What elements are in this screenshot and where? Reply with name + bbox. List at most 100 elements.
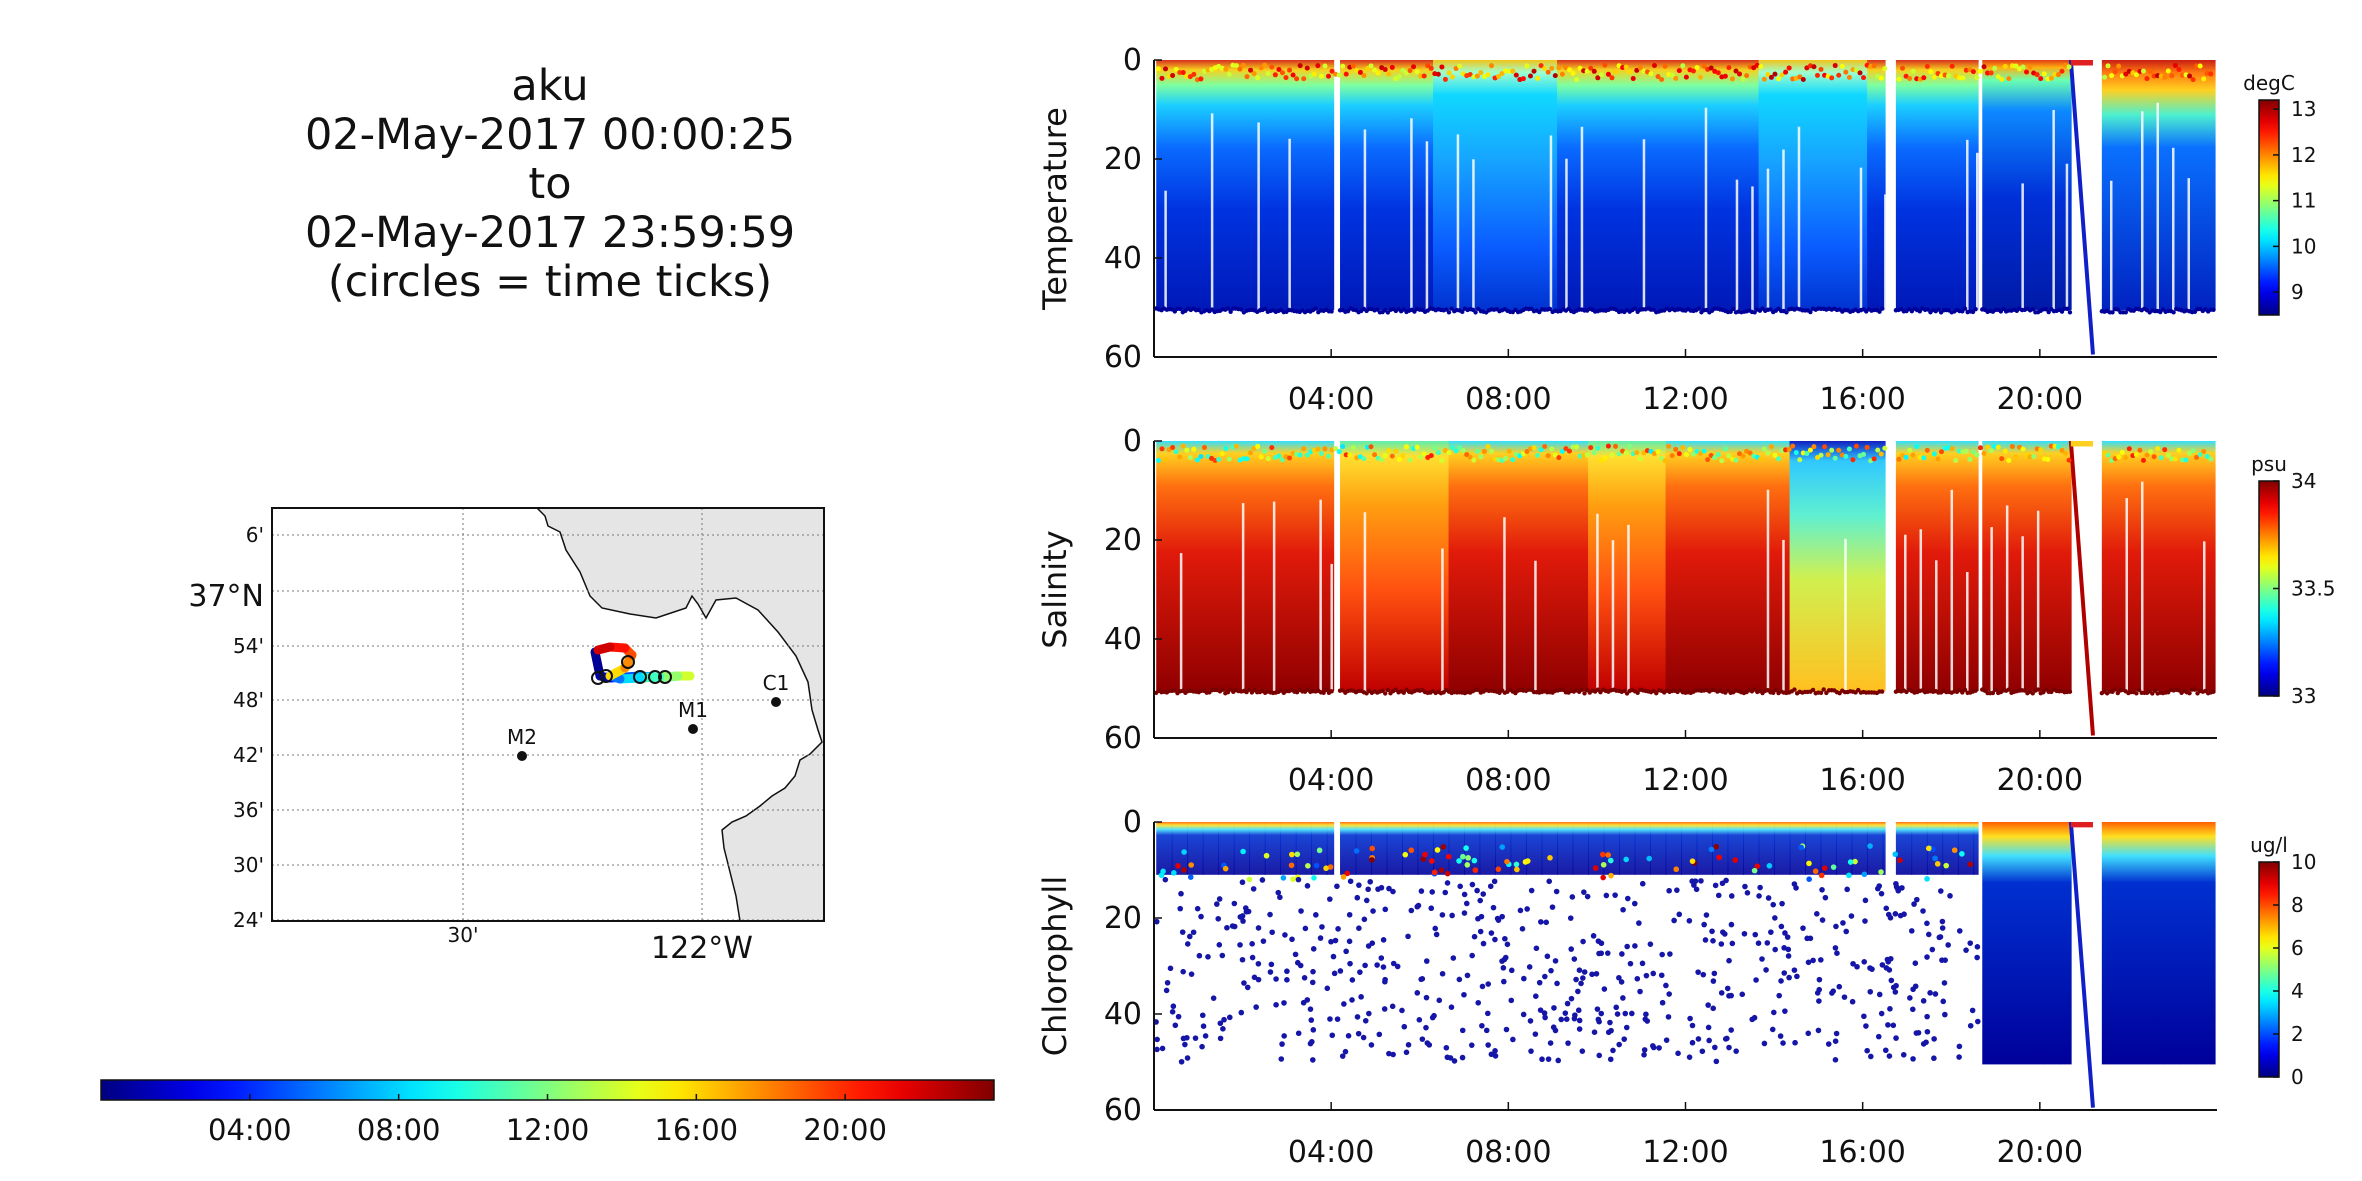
chl-point bbox=[1621, 1036, 1628, 1042]
chl-point bbox=[1184, 941, 1191, 947]
surface-point bbox=[1999, 76, 2005, 82]
chl-point bbox=[1893, 982, 1899, 989]
chl-point bbox=[1273, 976, 1279, 982]
chl-point bbox=[1532, 1031, 1539, 1037]
cast-gap bbox=[1363, 129, 1367, 340]
surface-point bbox=[1662, 63, 1668, 69]
surface-point bbox=[1882, 445, 1888, 451]
chl-point bbox=[1499, 913, 1505, 920]
surface-point bbox=[1627, 444, 1633, 450]
chl-point bbox=[1448, 1004, 1455, 1010]
chl-point bbox=[1216, 942, 1223, 948]
profile-column bbox=[1820, 441, 1837, 691]
surface-point bbox=[1163, 457, 1169, 463]
profile-bottom-point bbox=[2030, 307, 2035, 312]
surface-point bbox=[1733, 68, 1739, 74]
surface-point bbox=[1403, 444, 1409, 450]
chl-point bbox=[1674, 887, 1680, 893]
chl-point bbox=[1712, 882, 1719, 889]
surface-point bbox=[2006, 457, 2012, 463]
chl-point bbox=[1226, 1014, 1233, 1021]
chl-point bbox=[1436, 997, 1443, 1004]
chl-point bbox=[1887, 1006, 1893, 1012]
chl-point bbox=[1732, 857, 1739, 863]
profile-column bbox=[1836, 60, 1853, 310]
chl-point bbox=[1739, 991, 1746, 998]
cast-gap bbox=[2203, 541, 2206, 738]
cast-gap bbox=[1751, 186, 1754, 357]
profile-column bbox=[1264, 441, 1282, 691]
chl-point bbox=[1663, 982, 1669, 989]
profile-column bbox=[1326, 60, 1335, 310]
surface-point bbox=[1386, 448, 1392, 454]
chl-point bbox=[1301, 975, 1308, 981]
profile-column bbox=[2179, 60, 2196, 310]
chl-point bbox=[1764, 940, 1771, 946]
chl-point bbox=[1390, 1051, 1396, 1058]
profile-bottom-point bbox=[1385, 687, 1391, 693]
chl-point bbox=[1875, 885, 1881, 892]
surface-point bbox=[1864, 444, 1870, 450]
title-line-2: 02-May-2017 00:00:25 bbox=[304, 110, 796, 160]
surface-point bbox=[1524, 63, 1530, 69]
profile-bottom-point bbox=[2006, 687, 2012, 692]
chl-point bbox=[1249, 954, 1256, 961]
surface-point bbox=[1878, 451, 1884, 457]
chl-point bbox=[1238, 1009, 1245, 1016]
surface-point bbox=[1719, 458, 1725, 464]
surface-point bbox=[1634, 450, 1640, 456]
surface-point bbox=[1396, 73, 1402, 79]
chl-surface-column bbox=[1218, 822, 1235, 875]
temp-y-tick-label: 60 bbox=[1104, 340, 1142, 375]
surface-point bbox=[1836, 447, 1842, 453]
profile-column bbox=[1911, 60, 1928, 310]
chl-point bbox=[1897, 857, 1903, 864]
surface-point bbox=[1301, 446, 1307, 452]
chl-point bbox=[1956, 1054, 1962, 1060]
chl-point bbox=[1722, 1036, 1729, 1042]
chl-point bbox=[1394, 963, 1401, 970]
chl-point bbox=[1832, 1038, 1839, 1044]
profile-column bbox=[1997, 441, 2015, 691]
chl-point bbox=[1710, 1005, 1717, 1012]
surface-point bbox=[2002, 448, 2008, 454]
cast-gap bbox=[1735, 179, 1739, 357]
chl-point bbox=[1403, 1049, 1410, 1056]
surface-point bbox=[1478, 454, 1484, 460]
chl-surface-column bbox=[1340, 822, 1357, 875]
surface-point bbox=[1382, 67, 1388, 73]
surface-point bbox=[1368, 444, 1374, 450]
profile-column bbox=[1479, 441, 1496, 691]
chl-point bbox=[1702, 937, 1709, 943]
surface-point bbox=[1988, 448, 1994, 454]
sal-colorbar-unit: psu bbox=[2251, 452, 2287, 476]
chl-point bbox=[1367, 878, 1374, 885]
chl-point bbox=[1414, 990, 1421, 996]
profile-bottom-point bbox=[2065, 306, 2070, 312]
surface-point bbox=[1265, 71, 1271, 77]
chl-point bbox=[1536, 979, 1543, 986]
surface-point bbox=[1786, 65, 1792, 71]
surface-point bbox=[1694, 65, 1700, 71]
chl-point bbox=[1472, 867, 1479, 873]
surface-point bbox=[1598, 72, 1604, 78]
surface-point bbox=[1531, 68, 1537, 74]
surface-point bbox=[2155, 446, 2161, 452]
surface-point bbox=[1262, 448, 1268, 454]
surface-point bbox=[1609, 75, 1615, 81]
chl-point bbox=[1399, 1007, 1405, 1014]
chl-point bbox=[1402, 851, 1409, 858]
surface-point bbox=[1269, 64, 1275, 70]
chl-point bbox=[1316, 847, 1323, 854]
chl-point bbox=[1755, 940, 1762, 947]
chl-point bbox=[1480, 940, 1487, 947]
chl-point bbox=[1623, 856, 1629, 863]
chl-point bbox=[1310, 968, 1316, 975]
chl-profile-column bbox=[2179, 822, 2196, 1065]
surface-point bbox=[2169, 73, 2175, 79]
profile-bottom-point bbox=[1936, 307, 1941, 312]
chl-point bbox=[1490, 904, 1497, 911]
surface-point bbox=[1460, 448, 1466, 454]
chl-point bbox=[1576, 1017, 1583, 1024]
chl-point bbox=[1805, 959, 1812, 966]
